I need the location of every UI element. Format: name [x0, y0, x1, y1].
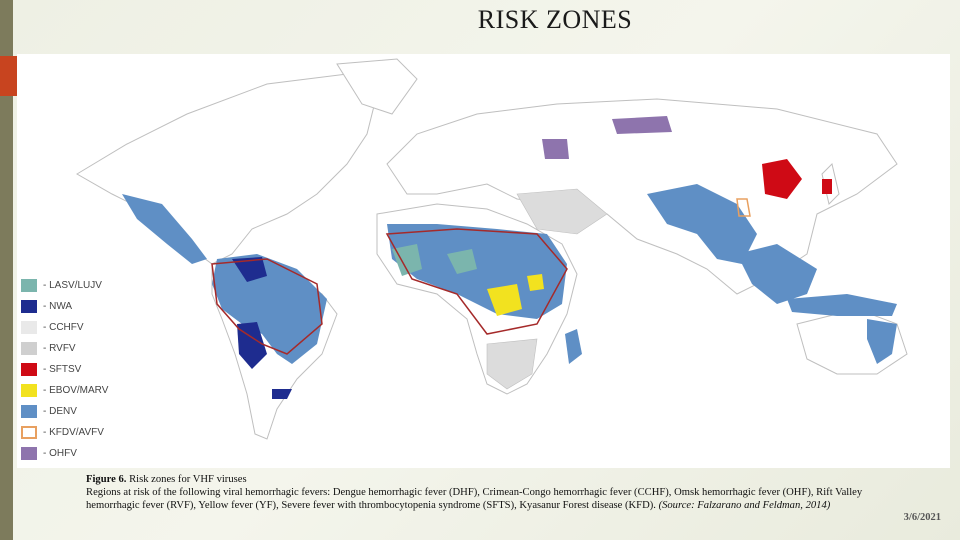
map-legend: - LASV/LUJV - NWA - CCHFV - RVFV - SFTSV - EB…: [19, 275, 139, 468]
ohfv-siberia: [542, 139, 569, 159]
greenland: [336, 58, 418, 115]
slide-date: 3/6/2021: [903, 512, 941, 523]
legend-item: - CCHFV: [19, 317, 139, 338]
denv-africa: [387, 224, 567, 319]
sftsv-china: [762, 159, 802, 199]
lasv-zone-east: [447, 249, 477, 274]
yfv-south-america-outline: [211, 258, 323, 355]
risk-zone-map-figure: - LASV/LUJV - NWA - CCHFV - RVFV - SFTSV - EB…: [17, 54, 950, 468]
legend-item: - YFV: [19, 464, 139, 468]
denv-southeast-asia: [737, 244, 817, 304]
lasv-zone: [392, 244, 422, 276]
legend-label: - CCHFV: [43, 322, 84, 333]
yfv-africa-outline: [385, 228, 568, 335]
denv-indonesia: [787, 294, 897, 316]
legend-swatch: [21, 279, 37, 292]
legend-item: - DENV: [19, 401, 139, 422]
nwa-bolivia: [237, 322, 267, 369]
legend-label: - EBOV/MARV: [43, 385, 109, 396]
legend-label: - DENV: [43, 406, 77, 417]
cchfv-south-africa: [486, 338, 538, 390]
ebov-central-africa: [487, 284, 522, 316]
legend-item: - EBOV/MARV: [19, 380, 139, 401]
legend-label: - RVFV: [43, 343, 76, 354]
ohfv-russia: [612, 116, 672, 134]
legend-label: - SFTSV: [43, 364, 82, 375]
legend-label: - KFDV/AVFV: [43, 427, 104, 438]
denv-americas: [212, 254, 327, 364]
left-decor-bar: [0, 0, 13, 540]
kfdv-india: [736, 198, 751, 217]
caption-body: Regions at risk of the following viral h…: [86, 487, 863, 512]
legend-label: - NWA: [43, 301, 73, 312]
legend-item: - KFDV/AVFV: [19, 422, 139, 443]
nwa-venezuela: [232, 257, 267, 282]
denv-central-america: [122, 194, 207, 264]
north-america: [76, 73, 378, 265]
denv-australia: [867, 319, 897, 364]
world-map: [76, 58, 908, 440]
legend-item: - OHFV: [19, 443, 139, 464]
figure-caption: Figure 6. Risk zones for VHF viruses Reg…: [86, 473, 886, 513]
legend-swatch: [21, 342, 37, 355]
legend-label: - OHFV: [43, 448, 77, 459]
caption-source: (Source: Falzarano and Feldman, 2014): [658, 500, 831, 512]
nwa-zones: [232, 257, 292, 399]
legend-swatch: [21, 300, 37, 313]
legend-swatch: [21, 321, 37, 334]
nwa-argentina: [272, 389, 292, 399]
legend-swatch: [21, 426, 37, 439]
denv-south-asia: [647, 184, 757, 264]
left-accent-block: [0, 56, 18, 96]
sftsv-korea: [822, 179, 832, 194]
figure-label: Figure 6.: [86, 474, 127, 485]
cchfv-middle-east: [516, 188, 608, 235]
legend-swatch: [21, 384, 37, 397]
legend-item: - LASV/LUJV: [19, 275, 139, 296]
legend-swatch: [21, 405, 37, 418]
slide-title: RISK ZONES: [477, 5, 633, 34]
legend-swatch: [21, 447, 37, 460]
legend-item: - NWA: [19, 296, 139, 317]
legend-label: - LASV/LUJV: [43, 280, 102, 291]
ebov-uganda: [527, 274, 544, 291]
legend-item: - RVFV: [19, 338, 139, 359]
ebov-zones: [487, 274, 544, 316]
figure-title: Risk zones for VHF viruses: [126, 474, 247, 485]
denv-madagascar: [565, 329, 582, 364]
denv-zones: [122, 184, 897, 364]
legend-item: - SFTSV: [19, 359, 139, 380]
legend-swatch: [21, 363, 37, 376]
cchfv-zones: [486, 188, 608, 390]
